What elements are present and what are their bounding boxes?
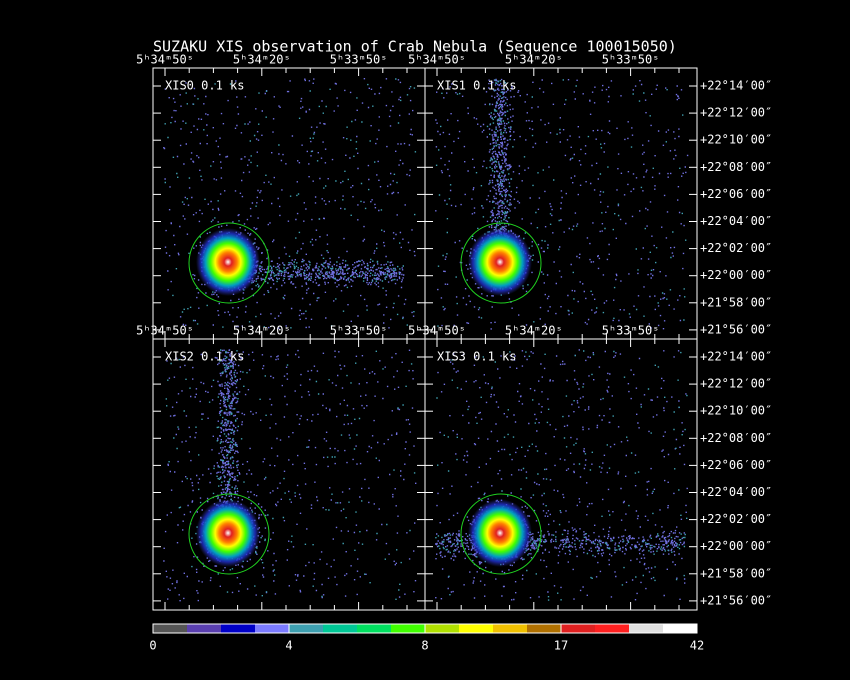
- source-core: [468, 228, 532, 296]
- colorbar-label: 42: [690, 639, 704, 653]
- ra-tick-label: 5ʰ34ᵐ50ˢ: [136, 53, 194, 67]
- dec-tick-label: +22°06′00″: [700, 458, 772, 472]
- extraction-region: [188, 222, 270, 304]
- colorbar-segment: [357, 624, 391, 633]
- colorbar-label: 17: [554, 639, 568, 653]
- colorbar-segment: [289, 624, 323, 633]
- dec-tick-label: +22°12′00″: [700, 106, 772, 120]
- extraction-region: [460, 493, 542, 575]
- colorbar-segment: [187, 624, 221, 633]
- ra-tick-label: 5ʰ33ᵐ50ˢ: [330, 324, 388, 338]
- ra-tick-label: 5ʰ34ᵐ20ˢ: [233, 53, 291, 67]
- dec-tick-label: +22°14′00″: [700, 79, 772, 93]
- dec-tick-label: +22°04′00″: [700, 214, 772, 228]
- dec-tick-label: +22°10′00″: [700, 133, 772, 147]
- colorbar-segment: [595, 624, 629, 633]
- dec-tick-label: +21°58′00″: [700, 295, 772, 309]
- colorbar-segment: [663, 624, 697, 633]
- dec-tick-label: +22°14′00″: [700, 350, 772, 364]
- panel-label: XIS1 0.1 ks: [437, 79, 516, 93]
- ra-tick-label: 5ʰ34ᵐ20ˢ: [505, 324, 563, 338]
- colorbar-label: 0: [149, 639, 156, 653]
- dec-tick-label: +22°10′00″: [700, 404, 772, 418]
- extraction-region: [460, 222, 542, 304]
- dec-tick-label: +22°02′00″: [700, 241, 772, 255]
- ra-tick-label: 5ʰ34ᵐ50ˢ: [408, 53, 466, 67]
- dec-tick-label: +22°08′00″: [700, 431, 772, 445]
- event-dots: [163, 349, 417, 602]
- dec-tick-label: +22°02′00″: [700, 512, 772, 526]
- ra-tick-label: 5ʰ33ᵐ50ˢ: [602, 53, 660, 67]
- colorbar-segment: [527, 624, 561, 633]
- source-core: [196, 228, 260, 296]
- ra-tick-label: 5ʰ33ᵐ50ˢ: [330, 53, 388, 67]
- panel-label: XIS3 0.1 ks: [437, 350, 516, 364]
- dec-tick-label: +22°00′00″: [700, 268, 772, 282]
- colorbar-segment: [221, 624, 255, 633]
- colorbar-segment: [255, 624, 289, 633]
- colorbar-segment: [153, 624, 187, 633]
- title: SUZAKU XIS observation of Crab Nebula (S…: [153, 38, 677, 56]
- dec-tick-label: +21°56′00″: [700, 593, 772, 607]
- dec-tick-label: +22°12′00″: [700, 377, 772, 391]
- colorbar-segment: [323, 624, 357, 633]
- dec-tick-label: +21°58′00″: [700, 566, 772, 580]
- ra-tick-label: 5ʰ34ᵐ20ˢ: [233, 324, 291, 338]
- colorbar-segment: [493, 624, 527, 633]
- ra-tick-label: 5ʰ34ᵐ50ˢ: [408, 324, 466, 338]
- ra-tick-label: 5ʰ34ᵐ50ˢ: [136, 324, 194, 338]
- dec-tick-label: +22°04′00″: [700, 485, 772, 499]
- panel-frame: [424, 338, 698, 611]
- dec-tick-label: +21°56′00″: [700, 322, 772, 336]
- ra-tick-label: 5ʰ34ᵐ20ˢ: [505, 53, 563, 67]
- colorbar-label: 8: [421, 639, 428, 653]
- colorbar-segment: [561, 624, 595, 633]
- source-core: [468, 499, 532, 567]
- source-core: [196, 499, 260, 567]
- event-dots: [164, 78, 417, 329]
- colorbar-segment: [629, 624, 663, 633]
- colorbar-label: 4: [285, 639, 292, 653]
- extraction-region: [188, 493, 270, 575]
- panel-frame: [152, 67, 426, 340]
- panel-label: XIS2 0.1 ks: [165, 350, 244, 364]
- dec-tick-label: +22°00′00″: [700, 539, 772, 553]
- panel-label: XIS0 0.1 ks: [165, 79, 244, 93]
- panel-frame: [152, 338, 426, 611]
- colorbar-segment: [459, 624, 493, 633]
- dec-tick-label: +22°06′00″: [700, 187, 772, 201]
- dec-tick-label: +22°08′00″: [700, 160, 772, 174]
- ra-tick-label: 5ʰ33ᵐ50ˢ: [602, 324, 660, 338]
- colorbar-segment: [391, 624, 425, 633]
- colorbar-segment: [425, 624, 459, 633]
